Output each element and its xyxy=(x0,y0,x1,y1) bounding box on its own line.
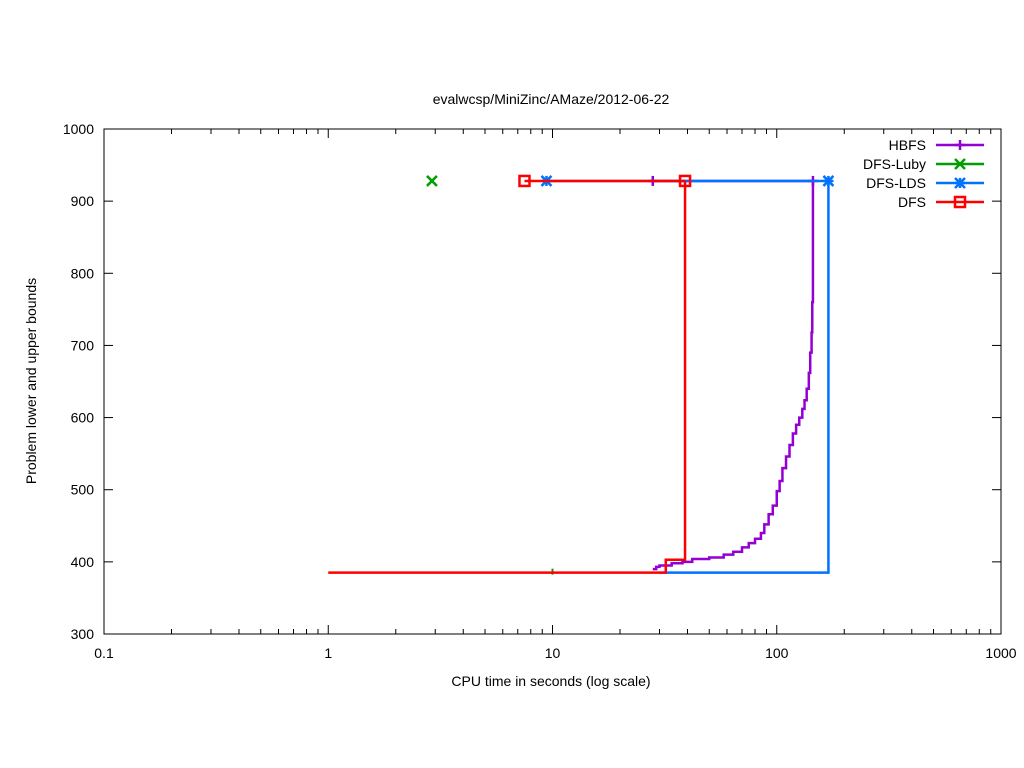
plot-frame xyxy=(103,128,1002,635)
data-point-dfs-luby xyxy=(426,175,438,187)
x-axis-label: CPU time in seconds (log scale) xyxy=(451,673,650,689)
data-point-dfs xyxy=(518,174,531,188)
legend: HBFS DFS-Luby DFS-LDS DFS xyxy=(863,137,984,210)
legend-marker xyxy=(954,177,966,189)
legend-label: HBFS xyxy=(889,137,926,153)
y-tick-label: 800 xyxy=(71,265,95,281)
x-tick-label: 1000 xyxy=(985,645,1016,661)
x-tick-label: 0.1 xyxy=(94,645,114,661)
x-tick-label: 10 xyxy=(545,645,561,661)
y-tick-label: 600 xyxy=(71,410,95,426)
chart-title: evalwcsp/MiniZinc/AMaze/2012-06-22 xyxy=(433,91,670,107)
legend-label: DFS xyxy=(898,194,926,210)
y-tick-label: 300 xyxy=(71,626,95,642)
series-line-dfs-lower-bound xyxy=(328,180,687,574)
legend-item-dfs: DFS xyxy=(898,194,984,210)
series-dfs-luby xyxy=(426,175,554,575)
marker-stroke xyxy=(822,175,835,187)
legend-marker xyxy=(953,195,967,209)
marker-stroke xyxy=(954,177,966,189)
y-tick-label: 400 xyxy=(71,554,95,570)
marker-stroke xyxy=(678,174,692,188)
y-tick-label: 1000 xyxy=(63,121,94,137)
y-tick-label: 500 xyxy=(71,482,95,498)
x-tick-label: 1 xyxy=(324,645,332,661)
y-axis: 300 400 500 600 700 800 900 1000 xyxy=(63,121,1001,642)
y-axis-label: Problem lower and upper bounds xyxy=(23,278,39,484)
marker-stroke xyxy=(954,158,966,170)
y-tick-label: 900 xyxy=(71,193,95,209)
marker-stroke xyxy=(518,174,531,188)
legend-item-dfs-luby: DFS-Luby xyxy=(863,156,984,172)
legend-label: DFS-LDS xyxy=(866,175,926,191)
series-line-dfs-lds-lower-bound xyxy=(659,180,830,574)
legend-label: DFS-Luby xyxy=(863,156,926,172)
legend-item-hbfs: HBFS xyxy=(889,137,984,153)
marker-stroke xyxy=(953,195,967,209)
series-hbfs xyxy=(647,175,818,571)
legend-marker xyxy=(955,140,965,150)
marker-stroke xyxy=(426,175,438,187)
data-point-dfs-lds xyxy=(822,175,835,187)
x-tick-label: 100 xyxy=(765,645,789,661)
legend-marker xyxy=(954,158,966,170)
series-dfs-lds xyxy=(540,175,835,574)
x-axis: 0.1 1 10 100 1000 xyxy=(94,129,1017,661)
data-point-dfs xyxy=(678,174,692,188)
series-layer xyxy=(328,174,835,575)
series-dfs xyxy=(328,174,692,574)
legend-item-dfs-lds: DFS-LDS xyxy=(866,175,984,191)
y-tick-label: 700 xyxy=(71,337,95,353)
series-line-hbfs-lower-bound xyxy=(652,180,815,571)
